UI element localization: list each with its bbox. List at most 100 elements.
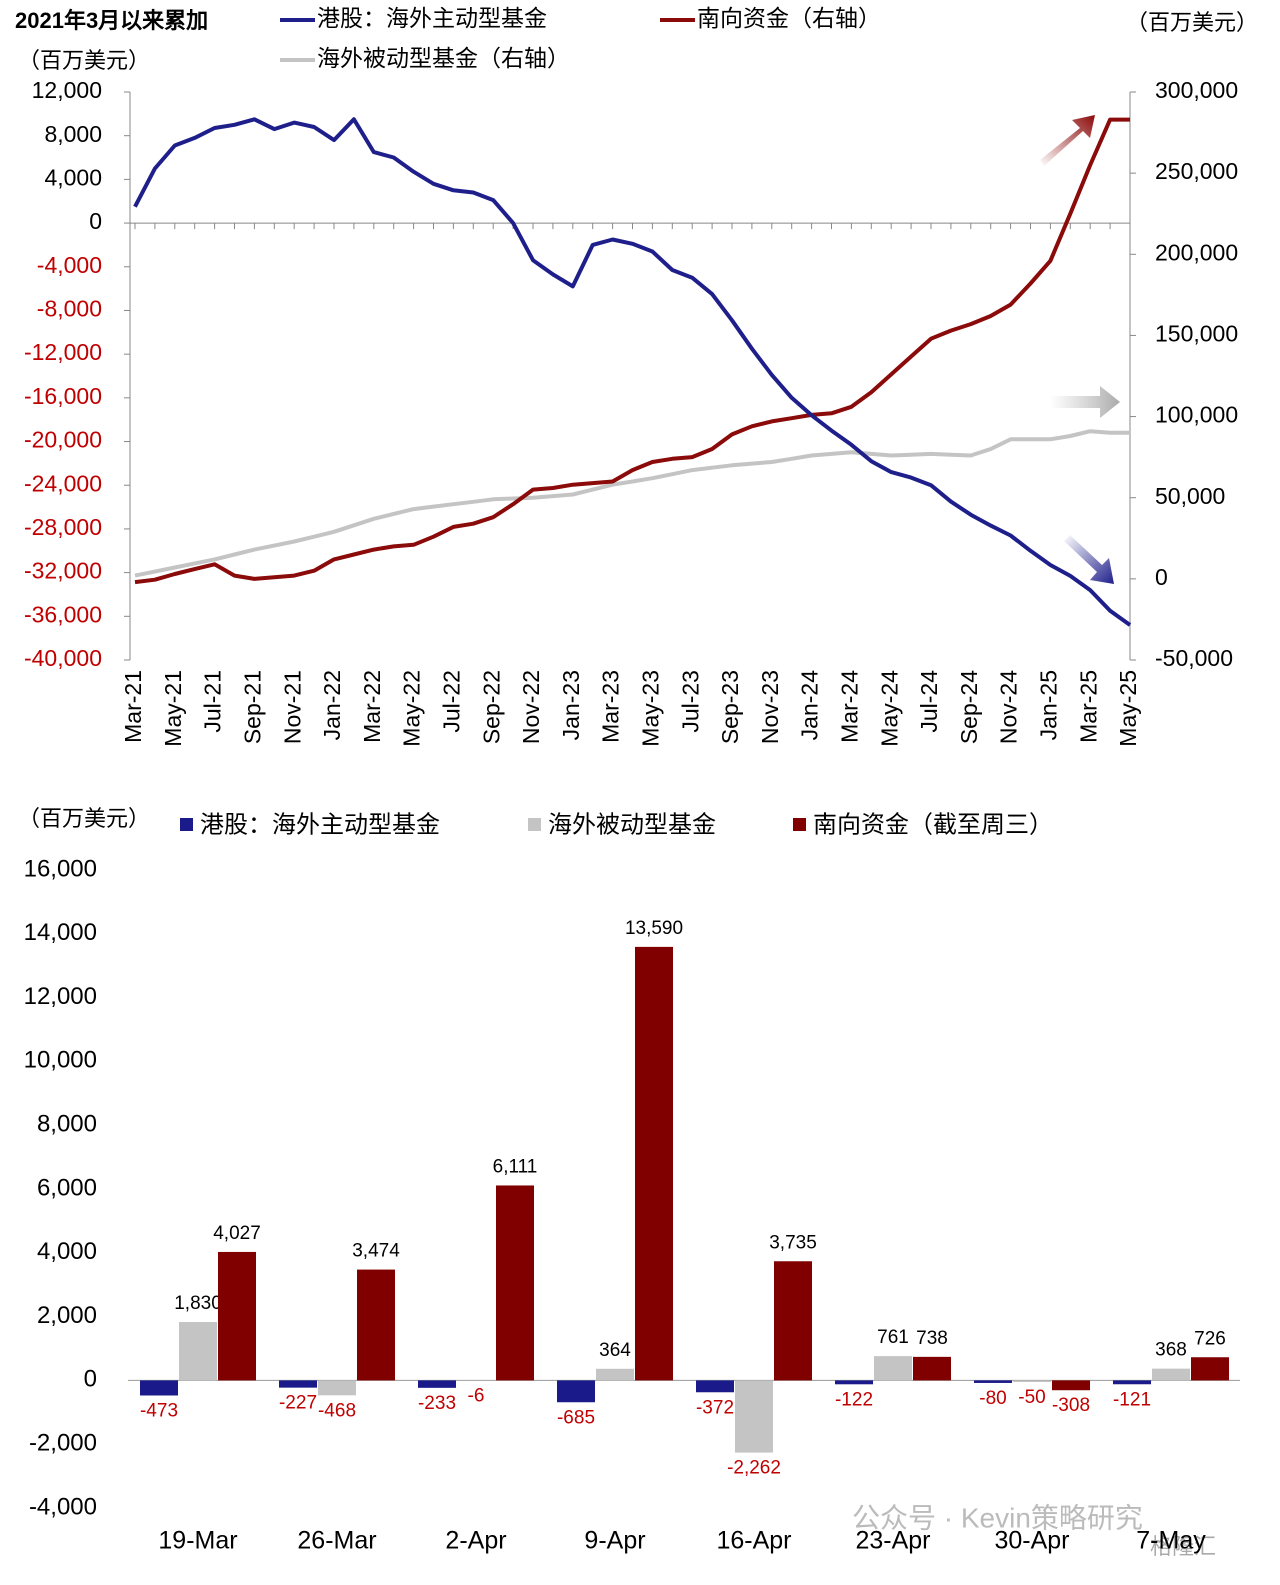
y-tick-label: 2,000 <box>37 1302 97 1329</box>
arrow-down <box>1064 535 1114 584</box>
x-tick-label: Mar-22 <box>359 670 385 743</box>
bar <box>874 1356 912 1381</box>
x-tick-label: Mar-24 <box>836 670 862 743</box>
y-tick-label: 12,000 <box>32 77 102 103</box>
value-label: 3,735 <box>769 1232 817 1253</box>
legend-label: 港股：海外主动型基金 <box>317 5 547 31</box>
bar <box>1052 1380 1090 1391</box>
bar <box>218 1251 256 1381</box>
value-label: 6,111 <box>493 1156 538 1177</box>
value-label: 726 <box>1194 1328 1226 1349</box>
value-label: 761 <box>877 1327 909 1348</box>
x-tick-label: 9-Apr <box>584 1527 645 1555</box>
x-tick-label: May-23 <box>637 670 663 747</box>
value-label: -80 <box>979 1388 1006 1409</box>
bar <box>557 1380 595 1403</box>
value-label: 3,474 <box>352 1241 400 1262</box>
y-tick-label: -32,000 <box>24 558 102 584</box>
bar <box>696 1380 734 1393</box>
bar <box>179 1322 217 1381</box>
value-label: 738 <box>916 1328 948 1349</box>
x-tick-label: Nov-21 <box>279 670 305 744</box>
x-tick-label: 16-Apr <box>716 1527 791 1555</box>
line-series <box>134 429 1130 578</box>
x-tick-label: May-24 <box>876 670 902 747</box>
y2-tick-label: -50,000 <box>1155 645 1233 671</box>
value-label: 4,027 <box>213 1223 261 1244</box>
y-tick-label: 0 <box>89 208 102 234</box>
y-tick-label: -8,000 <box>37 296 102 322</box>
x-tick-label: Sep-22 <box>478 670 504 744</box>
legend-label: 海外被动型基金（右轴） <box>317 45 570 71</box>
y-tick-label: 14,000 <box>24 919 97 946</box>
y-tick-label: 8,000 <box>44 121 102 147</box>
y-tick-label: -40,000 <box>24 645 102 671</box>
x-tick-label: May-21 <box>160 670 186 747</box>
x-tick-label: Mar-25 <box>1075 670 1101 743</box>
y2-tick-label: 300,000 <box>1155 77 1238 103</box>
value-label: -121 <box>1113 1389 1151 1410</box>
value-label: 364 <box>599 1340 631 1361</box>
y-tick-label: 0 <box>84 1366 97 1393</box>
y2-tick-label: 50,000 <box>1155 483 1225 509</box>
y-tick-label: -16,000 <box>24 383 102 409</box>
y2-tick-label: 100,000 <box>1155 402 1238 428</box>
x-tick-label: 26-Mar <box>297 1527 376 1555</box>
x-tick-label: Jul-23 <box>677 670 703 733</box>
bar <box>774 1261 812 1381</box>
y-tick-label: 16,000 <box>24 855 97 882</box>
watermark: 公众号 · Kevin策略研究 <box>852 1502 1143 1533</box>
x-tick-label: Sep-23 <box>717 670 743 744</box>
bar <box>596 1368 634 1381</box>
x-tick-label: Nov-23 <box>757 670 783 744</box>
y-tick-label: 10,000 <box>24 1047 97 1074</box>
x-tick-label: Jul-24 <box>916 670 942 733</box>
x-tick-label: 7-May <box>1136 1527 1206 1555</box>
legend-swatch <box>528 818 541 831</box>
bar <box>913 1356 951 1381</box>
legend-swatch <box>793 818 806 831</box>
value-label: -227 <box>279 1393 317 1414</box>
bar <box>735 1380 773 1453</box>
legend-label: 港股：海外主动型基金 <box>200 811 440 838</box>
y-tick-label: -4,000 <box>29 1493 97 1520</box>
x-tick-label: Mar-21 <box>120 670 146 743</box>
bar <box>318 1380 356 1396</box>
line-series <box>134 117 1130 585</box>
line-series <box>133 117 1132 627</box>
value-label: -6 <box>468 1386 485 1407</box>
bar <box>1113 1380 1151 1385</box>
bar-chart: -4,000 -2,000 0 2,000 4,000 6,000 8,000 10,000 1… <box>24 811 1240 1555</box>
y-tick-label: -24,000 <box>24 470 102 496</box>
bar <box>835 1380 873 1385</box>
value-label: 1,830 <box>174 1293 222 1314</box>
bar <box>1013 1380 1051 1382</box>
y-tick-label: 4,000 <box>37 1238 97 1265</box>
y-tick-label: 8,000 <box>37 1111 97 1138</box>
x-tick-label: Jul-22 <box>438 670 464 733</box>
bar <box>418 1380 456 1388</box>
value-label: -473 <box>140 1401 178 1422</box>
value-label: -685 <box>557 1407 595 1428</box>
y-tick-label: 12,000 <box>24 983 97 1010</box>
bar <box>357 1269 395 1381</box>
y2-tick-label: 0 <box>1155 564 1168 590</box>
y2-tick-label: 150,000 <box>1155 321 1238 347</box>
x-tick-label: Jan-25 <box>1035 670 1061 740</box>
value-label: -122 <box>835 1389 873 1410</box>
y-unit: （百万美元） <box>18 48 150 73</box>
y-tick-label: -28,000 <box>24 514 102 540</box>
legend-label: 南向资金（截至周三） <box>813 811 1053 838</box>
bar <box>1191 1357 1229 1381</box>
line-chart: -40,000 -36,000 -32,000 -28,000 -24,000 -20,0… <box>24 5 1238 747</box>
x-tick-label: Mar-23 <box>598 670 624 743</box>
x-tick-label: May-25 <box>1115 670 1141 747</box>
x-tick-label: Jul-21 <box>200 670 226 733</box>
x-tick-label: 23-Apr <box>855 1527 930 1555</box>
value-label: 368 <box>1155 1340 1187 1361</box>
bar <box>1152 1368 1190 1381</box>
x-tick-label: 19-Mar <box>158 1527 237 1555</box>
x-tick-label: 2-Apr <box>445 1527 506 1555</box>
x-tick-label: Sep-21 <box>239 670 265 744</box>
